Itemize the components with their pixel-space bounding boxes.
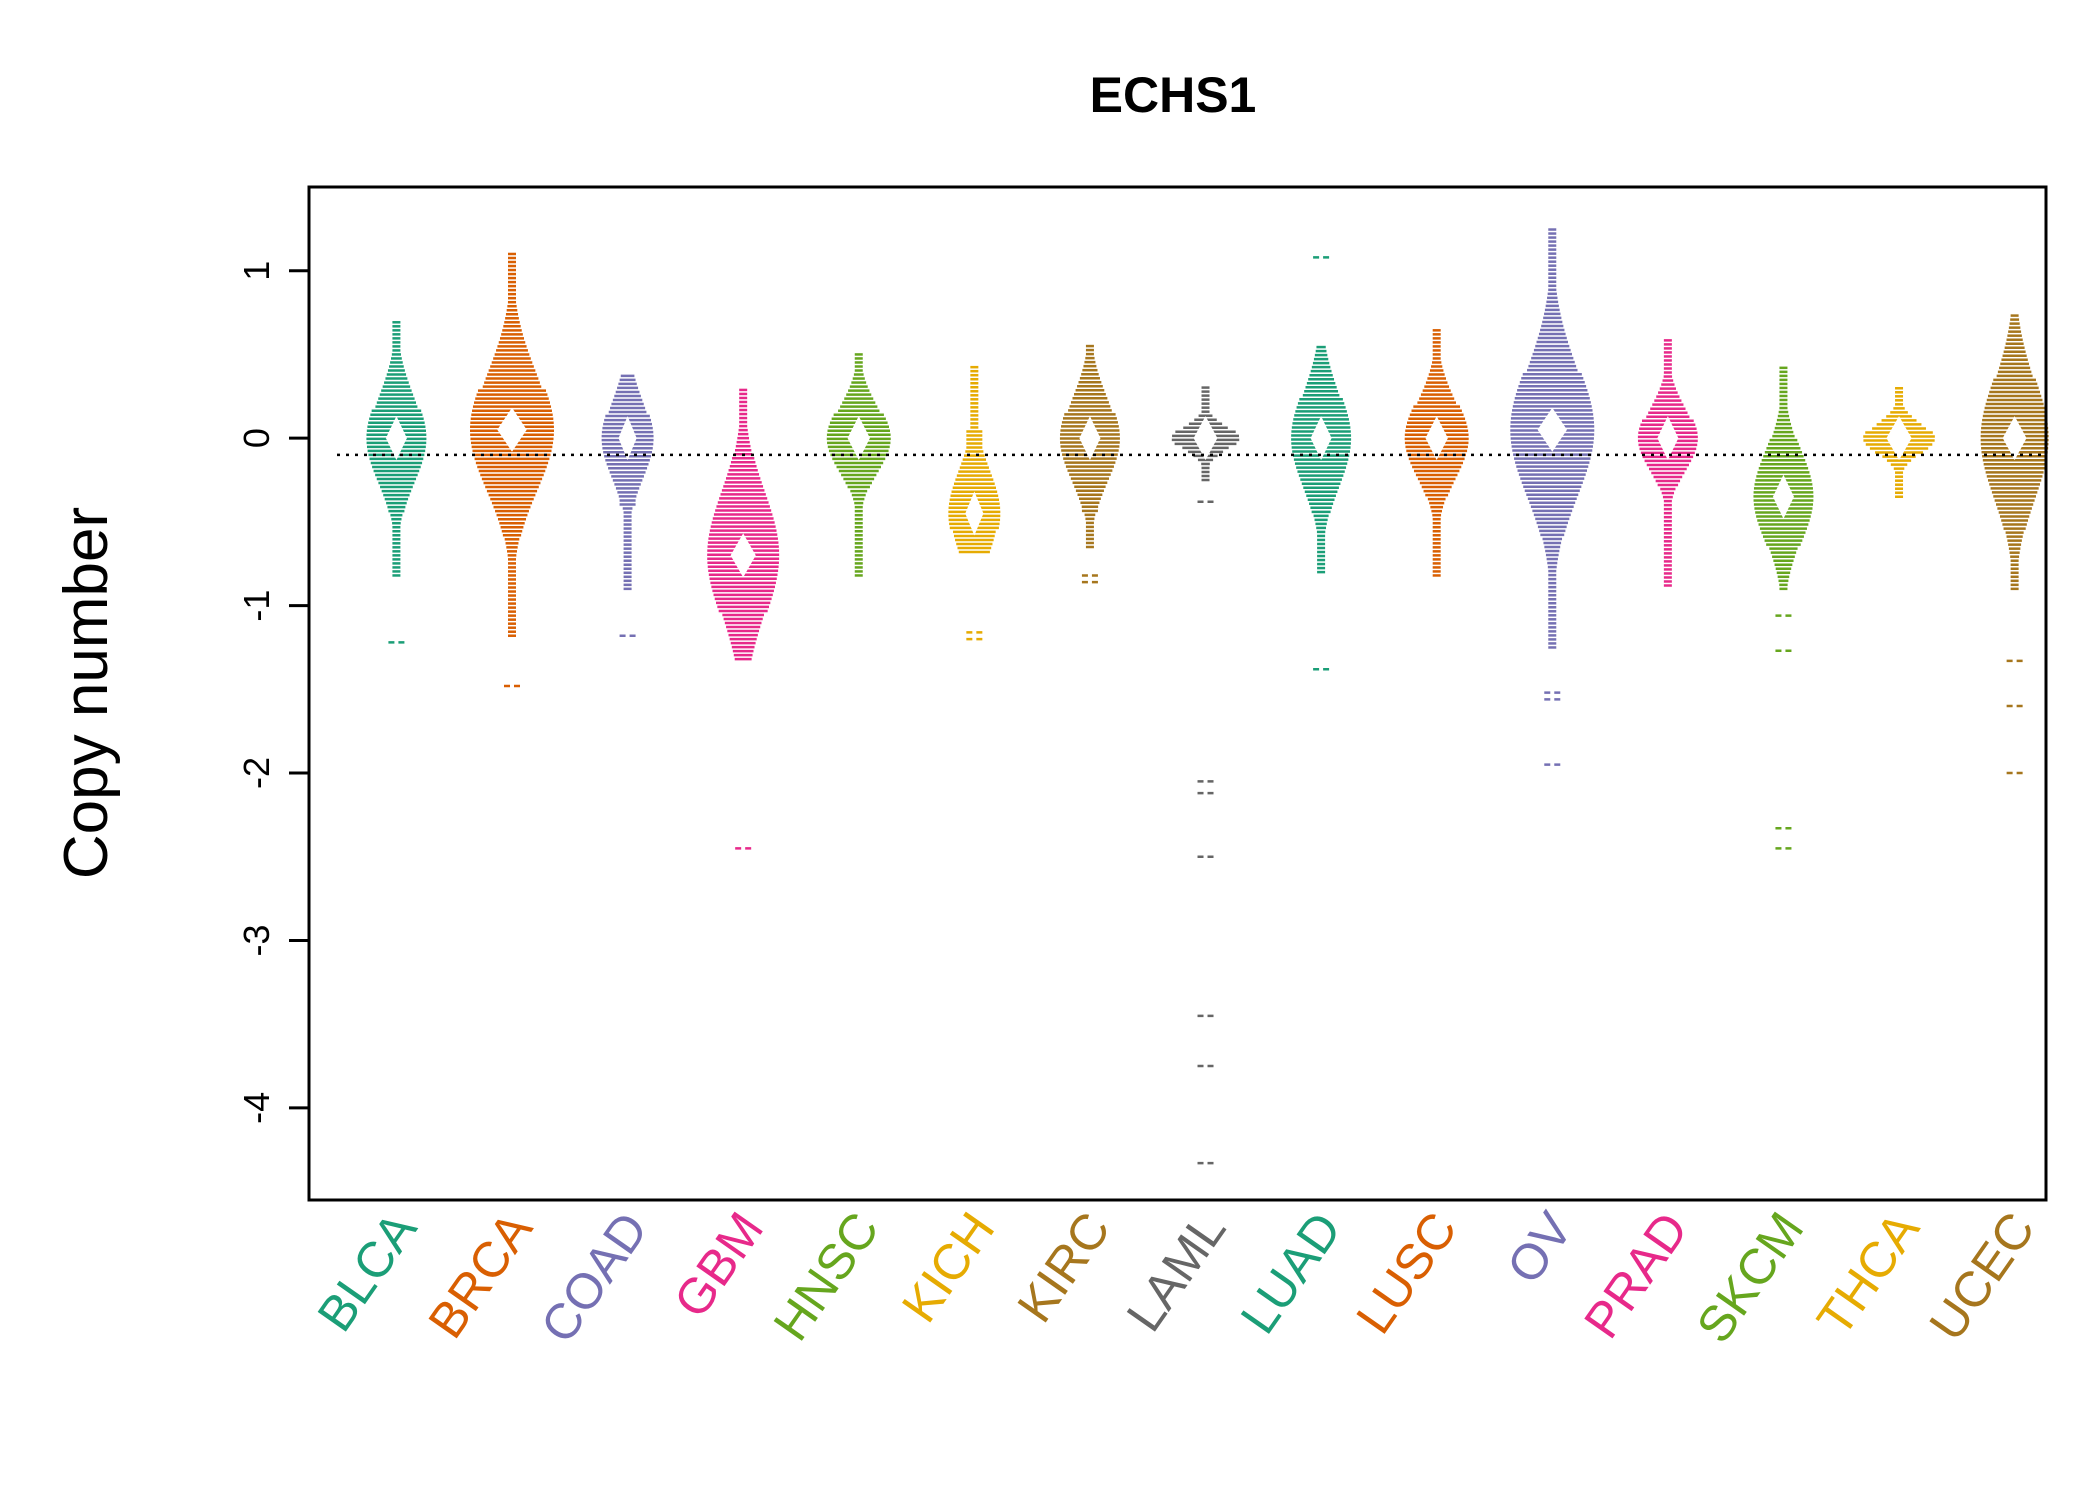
swarm-core-coad xyxy=(618,416,637,461)
swarm-ov xyxy=(1510,228,1595,649)
swarm-core-skcm xyxy=(1772,474,1794,519)
swarm-kich xyxy=(948,365,1001,554)
swarm-core-kirc xyxy=(1079,416,1101,461)
x-tick-label-kich: KICH xyxy=(891,1202,1005,1332)
swarm-core-gbm xyxy=(730,533,756,578)
x-tick-label-ov: OV xyxy=(1496,1202,1584,1294)
x-tick-label-blca: BLCA xyxy=(307,1202,428,1342)
x-tick-label-gbm: GBM xyxy=(663,1202,774,1327)
y-tick-label: -3 xyxy=(236,924,277,956)
x-tick-label-skcm: SKCM xyxy=(1686,1202,1815,1352)
x-tick-label-brca: BRCA xyxy=(417,1202,543,1348)
swarm-ucec xyxy=(1980,314,2049,591)
swarm-core-lusc xyxy=(1425,416,1448,461)
y-axis: 1 0 -1 -2 -3 -4 xyxy=(236,261,311,1124)
x-tick-label-prad: PRAD xyxy=(1573,1202,1699,1348)
y-tick-label: -2 xyxy=(236,757,277,789)
swarm-prad xyxy=(1637,339,1698,587)
swarm-core-ov xyxy=(1537,407,1567,452)
swarm-core-kich xyxy=(965,491,984,536)
swarm-core-laml xyxy=(1193,416,1218,461)
swarm-core-blca xyxy=(385,416,407,461)
swarm-core-luad xyxy=(1310,416,1332,461)
y-tick-label: -1 xyxy=(236,590,277,622)
swarm-core-brca xyxy=(497,407,527,452)
swarm-core-hnsc xyxy=(847,416,870,461)
swarm-core-thca xyxy=(1886,416,1912,461)
swarm-brca xyxy=(470,252,554,637)
chart-title: ECHS1 xyxy=(1090,67,1257,123)
x-tick-label-kirc: KIRC xyxy=(1007,1202,1121,1332)
swarm-core-prad xyxy=(1657,416,1679,461)
swarm-core-ucec xyxy=(2002,416,2027,461)
plot-frame xyxy=(307,185,2048,1202)
y-axis-label: Copy number xyxy=(52,507,121,879)
swarm-coad xyxy=(601,374,654,591)
x-tick-label-hnsc: HNSC xyxy=(763,1202,890,1350)
x-tick-label-thca: THCA xyxy=(1806,1202,1930,1346)
y-tick-label: 1 xyxy=(236,261,277,281)
y-tick-label: 0 xyxy=(236,428,277,448)
x-tick-label-ucec: UCEC xyxy=(1918,1202,2045,1350)
x-tick-label-coad: COAD xyxy=(530,1202,659,1352)
data-marks xyxy=(366,228,2049,1165)
x-tick-label-lusc: LUSC xyxy=(1345,1202,1467,1343)
y-tick-label: -4 xyxy=(236,1092,277,1124)
swarm-luad xyxy=(1291,345,1352,574)
x-tick-label-laml: LAML xyxy=(1116,1202,1237,1341)
x-tick-label-luad: LUAD xyxy=(1230,1202,1352,1343)
swarm-gbm xyxy=(707,388,780,661)
swarm-hnsc xyxy=(826,353,891,577)
